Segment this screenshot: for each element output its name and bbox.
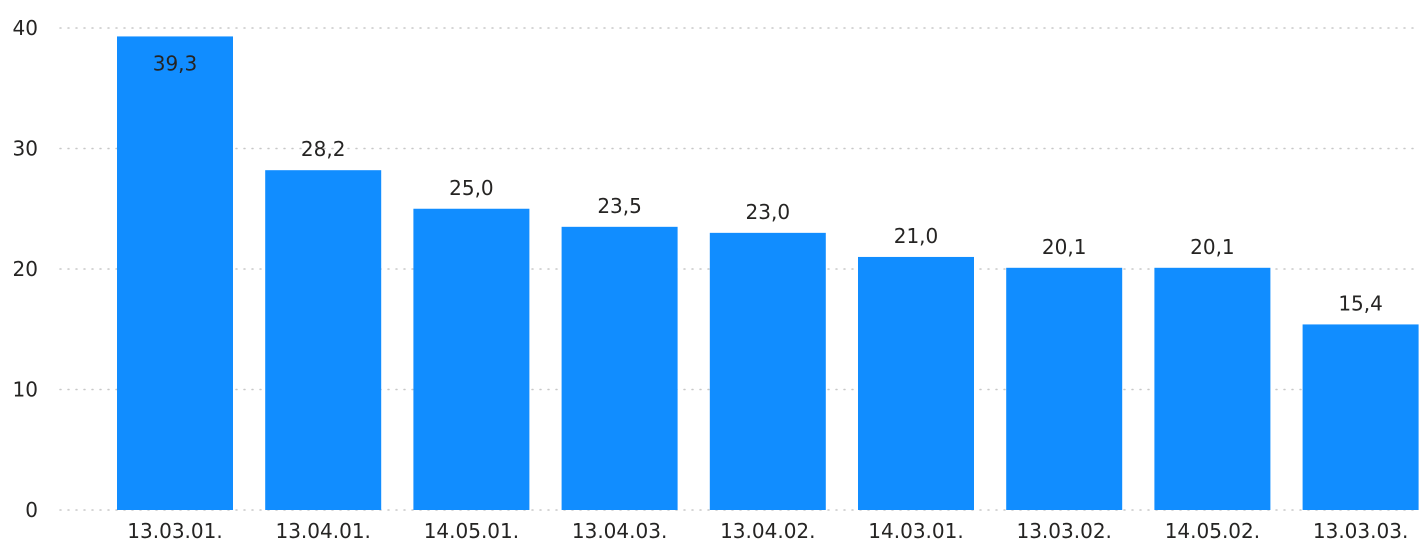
y-tick-label: 30 bbox=[13, 137, 38, 161]
bar-2 bbox=[265, 170, 382, 510]
bars bbox=[117, 36, 1419, 511]
data-label: 23,5 bbox=[597, 194, 642, 218]
x-tick-label: 14.05.02. bbox=[1165, 519, 1260, 543]
data-labels: 39,3 28,2 25,0 23,5 23,0 21,0 20,1 20,1 15,4 bbox=[153, 51, 1383, 315]
bar-9 bbox=[1302, 324, 1419, 510]
y-tick-label: 40 bbox=[13, 16, 38, 40]
x-axis: 13.03.01. 13.04.01. 14.05.01. 13.04.03. 13.0… bbox=[127, 519, 1408, 543]
x-tick-label: 13.03.01. bbox=[127, 519, 222, 543]
bar-3 bbox=[413, 208, 530, 510]
bar-6 bbox=[858, 256, 974, 510]
data-label: 28,2 bbox=[301, 137, 346, 161]
data-label: 15,4 bbox=[1338, 291, 1383, 315]
y-tick-label: 20 bbox=[13, 257, 38, 281]
x-tick-label: 13.04.01. bbox=[275, 519, 370, 543]
data-label: 25,0 bbox=[449, 176, 494, 200]
data-label: 39,3 bbox=[153, 51, 198, 75]
y-axis: 0 10 20 30 40 bbox=[13, 16, 38, 522]
y-tick-label: 0 bbox=[25, 498, 38, 522]
x-tick-label: 13.03.03. bbox=[1313, 519, 1408, 543]
data-label: 21,0 bbox=[894, 224, 939, 248]
data-label: 20,1 bbox=[1042, 235, 1087, 259]
y-tick-label: 10 bbox=[13, 378, 38, 402]
bar-8 bbox=[1154, 267, 1271, 510]
x-tick-label: 14.05.01. bbox=[424, 519, 519, 543]
data-label: 23,0 bbox=[746, 200, 791, 224]
x-tick-label: 13.04.03. bbox=[572, 519, 667, 543]
bar-4 bbox=[561, 226, 678, 510]
data-label: 20,1 bbox=[1190, 235, 1235, 259]
x-tick-label: 13.04.02. bbox=[720, 519, 815, 543]
bar-7 bbox=[1006, 267, 1123, 510]
bar-1 bbox=[117, 36, 233, 511]
bar-5 bbox=[709, 232, 826, 510]
x-tick-label: 14.03.01. bbox=[868, 519, 963, 543]
x-tick-label: 13.03.02. bbox=[1016, 519, 1111, 543]
